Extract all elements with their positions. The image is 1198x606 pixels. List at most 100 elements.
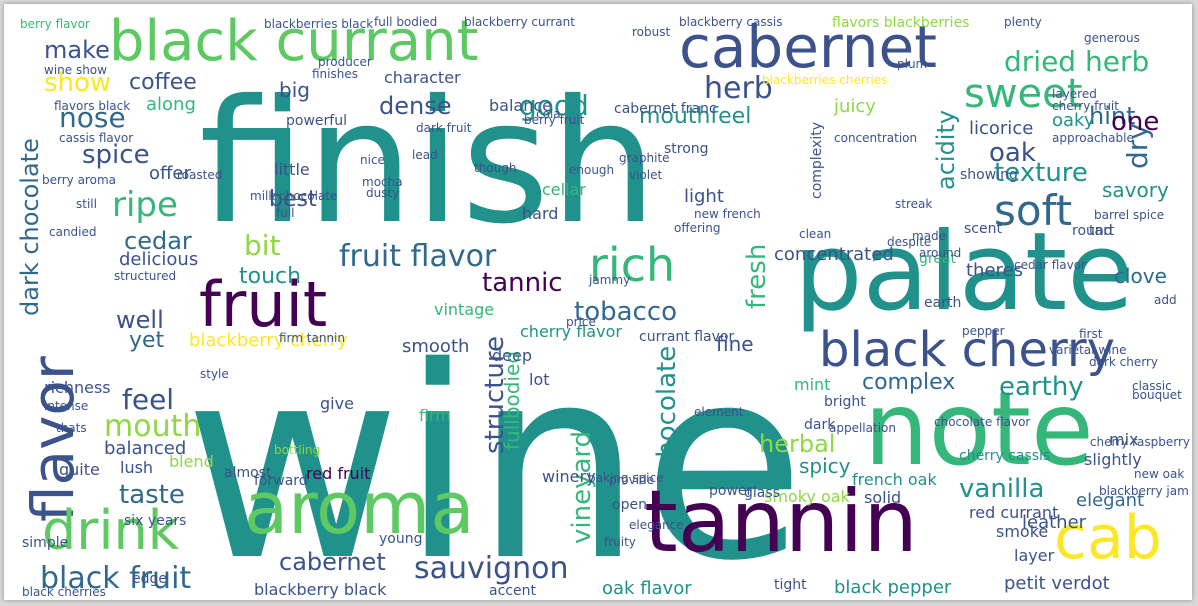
- word-producer: producer: [318, 55, 372, 69]
- word-layered: layered: [1052, 87, 1097, 101]
- word-glass: glass: [744, 485, 780, 501]
- word-barrel-spice: barrel spice: [1094, 208, 1165, 222]
- word-lead: lead: [412, 148, 438, 162]
- word-black-currant: black currant: [109, 9, 479, 74]
- word-rich: rich: [589, 238, 676, 292]
- word-cherry-fruit: cherry fruit: [1052, 99, 1119, 113]
- word-oak-flavor: oak flavor: [602, 578, 692, 599]
- word-blackberries-black: blackberries black: [264, 17, 374, 31]
- word-wine: wine: [184, 311, 806, 600]
- word-tart: tart: [1089, 223, 1115, 239]
- word-black-cherry: black cherry: [819, 322, 1116, 378]
- word-berry-fruit: berry fruit: [524, 113, 585, 127]
- word-smoky-oak: smoky oak: [764, 487, 850, 506]
- word-mouth: mouth: [104, 409, 202, 444]
- word-earth: earth: [924, 295, 962, 311]
- word-character: character: [384, 68, 461, 87]
- word-edge: edge: [132, 571, 167, 587]
- word-acidity: acidity: [932, 109, 960, 190]
- word-elegance: elegance: [629, 518, 684, 532]
- word-give: give: [320, 394, 354, 413]
- word-new-oak: new oak: [1134, 467, 1185, 481]
- word-black-fruit: black fruit: [40, 561, 192, 596]
- word-generous: generous: [1084, 31, 1140, 45]
- word-firm-tannin: firm tannin: [279, 331, 345, 345]
- word-cabernet: cabernet: [279, 548, 386, 576]
- word-red-currant: red currant: [969, 503, 1059, 522]
- word-plum: plum: [897, 57, 928, 71]
- word-bright: bright: [824, 394, 866, 410]
- word-provide: provide: [609, 473, 655, 487]
- word-appellation: appellation: [829, 421, 896, 435]
- word-cedar-flavor: cedar flavor: [1014, 258, 1086, 272]
- word-french-oak: french oak: [852, 470, 937, 489]
- word-cherry-flavor: cherry flavor: [520, 322, 622, 341]
- word-earthy: earthy: [999, 372, 1084, 402]
- word-berry-aroma: berry aroma: [42, 173, 116, 187]
- word-richness: richness: [44, 378, 111, 397]
- word-clove: clove: [1114, 264, 1167, 288]
- word-soft: soft: [994, 186, 1073, 235]
- word-juicy: juicy: [834, 96, 876, 117]
- word-cola: cola: [536, 107, 561, 121]
- word-light: light: [684, 186, 724, 207]
- word-structured: structured: [114, 269, 177, 283]
- word-milk-chocolate: milk chocolate: [250, 189, 338, 203]
- word-chocolate: chocolate: [652, 345, 682, 472]
- word-approachable: approachable: [1052, 131, 1134, 145]
- word-cherry-cassis: cherry cassis: [959, 448, 1051, 464]
- word-mix: mix: [1109, 430, 1139, 449]
- word-spice: spice: [82, 140, 150, 170]
- word-almost: almost: [224, 465, 272, 481]
- word-offering: offering: [674, 221, 721, 235]
- word-element: element: [694, 405, 744, 419]
- word-full-bodied: full bodied: [374, 15, 438, 29]
- word-currant-flavor: currant flavor: [639, 329, 735, 345]
- word-blackberry-currant: blackberry currant: [464, 15, 575, 29]
- word-enough: enough: [569, 163, 615, 177]
- word-vanilla: vanilla: [959, 474, 1045, 504]
- word-one: one: [1111, 107, 1160, 137]
- word-quite: quite: [59, 460, 100, 479]
- word-candied: candied: [49, 225, 97, 239]
- word-aroma: aroma: [244, 466, 475, 550]
- word-make: make: [44, 36, 110, 64]
- word-savory: savory: [1102, 178, 1169, 202]
- word-smoke: smoke: [996, 522, 1049, 541]
- word-six-years: six years: [124, 513, 187, 529]
- word-offer: offer: [149, 163, 191, 184]
- word-good: good: [519, 89, 589, 122]
- word-blackberry-cassis: blackberry cassis: [679, 15, 783, 29]
- word-cherry-raspberry: cherry raspberry: [1089, 435, 1190, 449]
- word-clean: clean: [799, 227, 832, 241]
- word-coffee: coffee: [129, 70, 197, 95]
- word-tight: tight: [774, 577, 807, 593]
- word-robust: robust: [632, 25, 671, 39]
- word-deep: deep: [492, 346, 532, 365]
- word-roasted: roasted: [177, 168, 223, 182]
- word-feel: feel: [122, 383, 175, 416]
- word-nose: nose: [59, 101, 126, 134]
- word-leather: leather: [1022, 512, 1087, 533]
- word-blackberry-black: blackberry black: [254, 580, 387, 599]
- word-wine-show: wine show: [44, 63, 107, 77]
- word-price: price: [566, 315, 596, 329]
- word-still: still: [76, 197, 97, 211]
- word-fresh: fresh: [742, 243, 772, 309]
- word-add: add: [1154, 293, 1177, 307]
- word-dense: dense: [379, 92, 452, 120]
- word-blackberry-jam: blackberry jam: [1099, 484, 1189, 498]
- word-mint: mint: [794, 375, 831, 394]
- word-pepper: pepper: [962, 324, 1005, 338]
- word-well: well: [116, 306, 164, 334]
- word-hint: hint: [1089, 102, 1136, 130]
- word-tannin: tannin: [644, 472, 918, 572]
- word-jammy: jammy: [589, 273, 631, 287]
- word-cedar: cedar: [124, 227, 192, 255]
- word-sweet: sweet: [964, 71, 1083, 117]
- word-flavors-black: flavors black: [54, 99, 131, 113]
- word-show: show: [44, 68, 112, 98]
- word-cloud: wine finish palate note tannin aroma flavor bla…: [4, 4, 1192, 600]
- word-tannic: tannic: [482, 268, 563, 298]
- word-along: along: [146, 94, 196, 115]
